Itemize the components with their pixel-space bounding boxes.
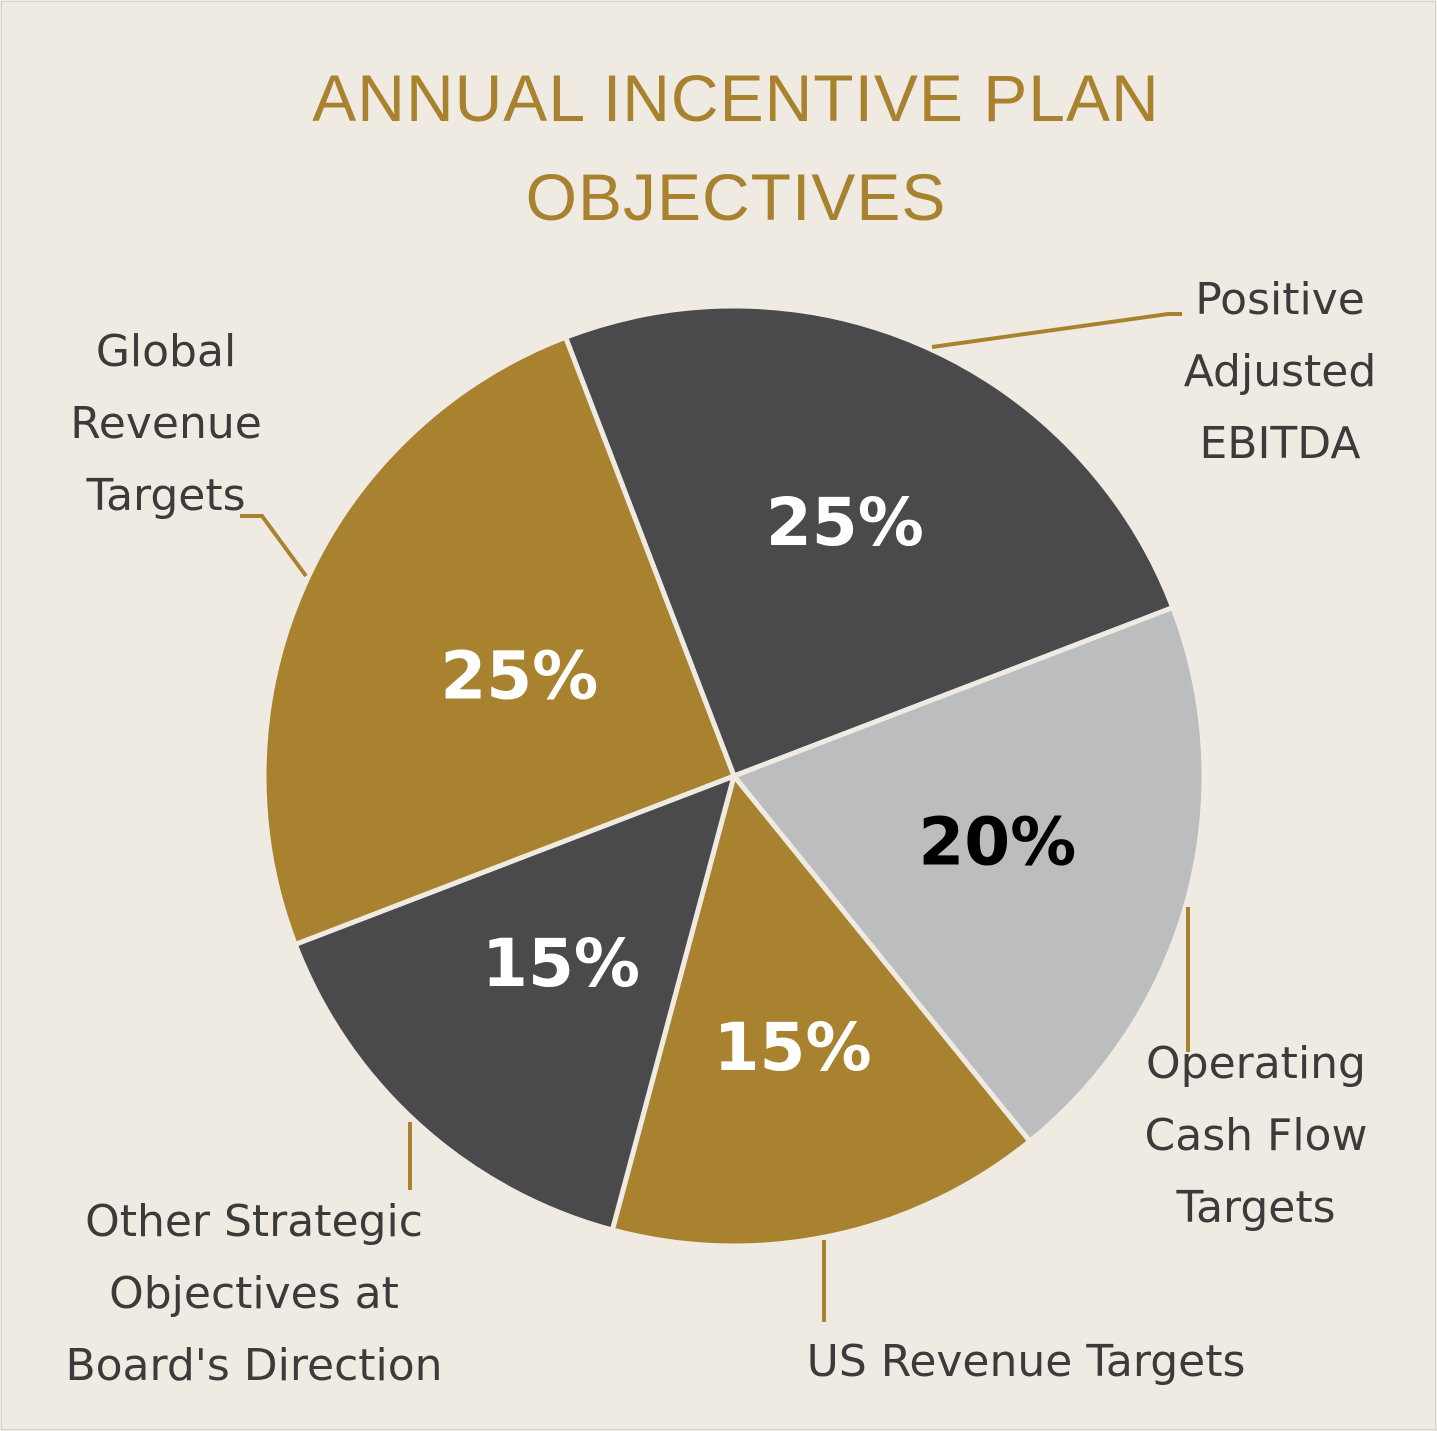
category-label-line: Revenue xyxy=(70,398,262,449)
slice-value-label: 15% xyxy=(714,1009,872,1086)
chart-title-line-1: ANNUAL INCENTIVE PLAN xyxy=(312,61,1159,135)
category-label-line: Adjusted xyxy=(1184,346,1377,397)
slice-category-label: Other Strategic Objectives at Board's Dire… xyxy=(65,1196,442,1391)
chart-title: ANNUAL INCENTIVE PLAN OBJECTIVES xyxy=(312,61,1159,234)
slice-value-label: 15% xyxy=(482,925,640,1002)
slice-category-label: Positive Adjusted EBITDA xyxy=(1184,274,1377,469)
category-label-line: US Revenue Targets xyxy=(807,1336,1246,1387)
category-label-line: Targets xyxy=(1175,1182,1335,1233)
category-label-line: Other Strategic xyxy=(85,1196,423,1247)
category-label-line: Cash Flow xyxy=(1145,1110,1368,1161)
category-label-line: Positive xyxy=(1195,274,1365,325)
category-label-line: Operating xyxy=(1146,1038,1366,1089)
leader-lines xyxy=(240,312,1190,1322)
category-label-line: Targets xyxy=(85,470,245,521)
pie-slices xyxy=(261,303,1207,1249)
slice-value-label: 20% xyxy=(918,804,1076,881)
pie-slice xyxy=(609,770,1034,1249)
slice-value-label: 25% xyxy=(766,484,924,561)
slice-value-label: 25% xyxy=(440,637,598,714)
chart-title-line-2: OBJECTIVES xyxy=(526,160,947,234)
pie-slice xyxy=(562,303,1177,780)
category-label-line: Board's Direction xyxy=(65,1340,442,1391)
category-labels: Positive Adjusted EBITDA Operating Cash Flow… xyxy=(65,274,1376,1391)
slice-category-label: US Revenue Targets xyxy=(807,1336,1246,1387)
leader-line xyxy=(240,514,308,578)
pie-slice xyxy=(729,604,1207,1145)
category-label-line: Objectives at xyxy=(109,1268,399,1319)
value-labels: 25% 20% 15% 15% 25% xyxy=(440,484,1076,1086)
pie-slice xyxy=(261,333,738,948)
category-label-line: EBITDA xyxy=(1199,418,1360,469)
slice-category-label: Global Revenue Targets xyxy=(70,326,262,521)
category-label-line: Global xyxy=(96,326,236,377)
pie-slice xyxy=(291,771,738,1234)
leader-line xyxy=(931,312,1182,349)
slice-category-label: Operating Cash Flow Targets xyxy=(1145,1038,1368,1233)
